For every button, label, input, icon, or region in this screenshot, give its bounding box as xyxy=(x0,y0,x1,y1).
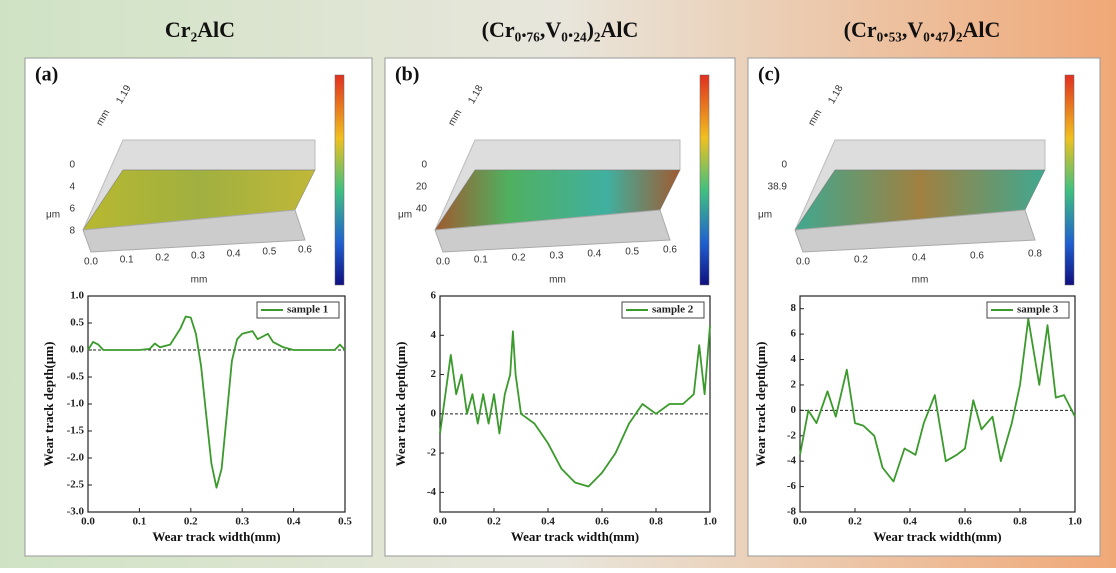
panel-title: (Cr₀.₅₃,V₀.₄₇)₂AlC xyxy=(844,17,1001,42)
surface-x-tick: 0.0 xyxy=(796,257,810,268)
y-tick-label: -4 xyxy=(427,486,437,498)
legend-label: sample 2 xyxy=(652,304,694,316)
surface-x-tick: 0.6 xyxy=(663,245,677,256)
surface-x-label: mm xyxy=(912,275,929,286)
x-axis-label: Wear track width(mm) xyxy=(511,529,639,544)
x-axis-label: Wear track width(mm) xyxy=(873,529,1001,544)
surface-z-tick: 4 xyxy=(69,182,75,193)
surface-z-tick: 8 xyxy=(69,226,75,237)
surface-z-tick: 6 xyxy=(69,204,75,215)
y-tick-label: -2 xyxy=(787,429,797,441)
surface-x-tick: 0.6 xyxy=(970,251,984,262)
x-tick-label: 0.2 xyxy=(184,516,198,528)
surface-x-tick: 0.2 xyxy=(512,253,526,264)
y-tick-label: 6 xyxy=(431,290,437,302)
x-tick-label: 0.8 xyxy=(649,516,663,528)
surface-x-label: mm xyxy=(191,275,208,286)
y-tick-label: -1.5 xyxy=(67,425,85,437)
figure: Cr₂AlC (a) 0.0 0.1 0.2 0.3 0.4 0.5 0.6 0 4 6 8 mm μm mm… xyxy=(0,0,1116,568)
panel-label: (c) xyxy=(758,64,780,86)
surface-x-tick: 0.5 xyxy=(262,247,276,258)
surface-x-tick: 0.4 xyxy=(587,249,601,260)
y-tick-label: 0.0 xyxy=(70,344,84,356)
surface-z-tick: 0 xyxy=(69,160,75,171)
y-tick-label: -1.0 xyxy=(67,398,85,410)
x-tick-label: 0.2 xyxy=(487,516,501,528)
x-tick-label: 0.4 xyxy=(903,516,917,528)
surface-x-tick: 0.6 xyxy=(298,245,312,256)
y-tick-label: 6 xyxy=(791,328,797,340)
surface-x-tick: 0.8 xyxy=(1028,249,1042,260)
colorbar xyxy=(1065,75,1074,285)
surface-x-tick: 0.4 xyxy=(227,249,241,260)
x-tick-label: 0.1 xyxy=(133,516,147,528)
surface-z-label: μm xyxy=(398,210,412,221)
colorbar xyxy=(700,75,709,285)
colorbar xyxy=(335,75,344,285)
y-tick-label: 0 xyxy=(791,404,797,416)
panel-label: (b) xyxy=(395,64,419,86)
x-tick-label: 0.0 xyxy=(793,516,807,528)
surface-z-label: μm xyxy=(46,210,60,221)
surface-z-tick: 38.9 xyxy=(768,182,788,193)
x-axis-label: Wear track width(mm) xyxy=(152,529,280,544)
y-axis-label: Wear track depth(μm) xyxy=(393,342,408,467)
x-tick-label: 0.8 xyxy=(1013,516,1027,528)
plot-frame xyxy=(88,296,345,512)
x-tick-label: 0.0 xyxy=(433,516,447,528)
legend-label: sample 1 xyxy=(287,304,328,316)
surface-x-tick: 0.1 xyxy=(474,255,488,266)
y-tick-label: 1.0 xyxy=(70,290,84,302)
x-tick-label: 0.5 xyxy=(338,516,352,528)
y-axis-label: Wear track depth(μm) xyxy=(41,342,56,467)
panel-label: (a) xyxy=(35,64,58,86)
surface-x-tick: 0.4 xyxy=(912,253,926,264)
surface-z-label: μm xyxy=(758,210,772,221)
surface-x-tick: 0.0 xyxy=(436,257,450,268)
y-tick-label: 2 xyxy=(791,378,797,390)
surface-z-tick: 0 xyxy=(421,160,427,171)
y-axis-label: Wear track depth(μm) xyxy=(753,342,768,467)
y-tick-label: 2 xyxy=(431,368,437,380)
surface-x-tick: 0.1 xyxy=(120,255,134,266)
y-tick-label: -0.5 xyxy=(67,371,85,383)
x-tick-label: 0.3 xyxy=(235,516,249,528)
x-tick-label: 1.0 xyxy=(703,516,717,528)
y-tick-label: 4 xyxy=(431,329,437,341)
surface-x-tick: 0.2 xyxy=(854,255,868,266)
x-tick-label: 0.4 xyxy=(287,516,301,528)
y-tick-label: -2 xyxy=(427,447,437,459)
surface-z-tick: 20 xyxy=(416,182,428,193)
x-tick-label: 0.6 xyxy=(595,516,609,528)
surface-x-tick: 0.2 xyxy=(155,253,169,264)
surface-x-tick: 0.5 xyxy=(625,247,639,258)
x-tick-label: 0.4 xyxy=(541,516,555,528)
panel-title: Cr₂AlC xyxy=(165,17,235,42)
y-tick-label: -2.0 xyxy=(67,452,85,464)
y-tick-label: 4 xyxy=(791,353,797,365)
y-tick-label: -4 xyxy=(787,455,797,467)
y-tick-label: -2.5 xyxy=(67,479,85,491)
surface-x-tick: 0.3 xyxy=(191,251,205,262)
legend-label: sample 3 xyxy=(1017,304,1059,316)
surface-x-tick: 0.3 xyxy=(550,251,564,262)
x-tick-label: 0.2 xyxy=(848,516,862,528)
x-tick-label: 0.0 xyxy=(81,516,95,528)
plot-frame xyxy=(800,296,1075,512)
y-tick-label: 0 xyxy=(431,407,437,419)
surface-x-label: mm xyxy=(549,275,566,286)
panel-title: (Cr₀.₇₆,V₀.₂₄)₂AlC xyxy=(482,17,639,42)
x-tick-label: 0.6 xyxy=(958,516,972,528)
y-tick-label: 8 xyxy=(791,302,797,314)
y-tick-label: -6 xyxy=(787,480,797,492)
y-tick-label: 0.5 xyxy=(70,317,84,329)
surface-x-tick: 0.0 xyxy=(84,257,98,268)
x-tick-label: 1.0 xyxy=(1068,516,1082,528)
surface-z-tick: 0 xyxy=(781,160,787,171)
surface-z-tick: 40 xyxy=(416,204,428,215)
